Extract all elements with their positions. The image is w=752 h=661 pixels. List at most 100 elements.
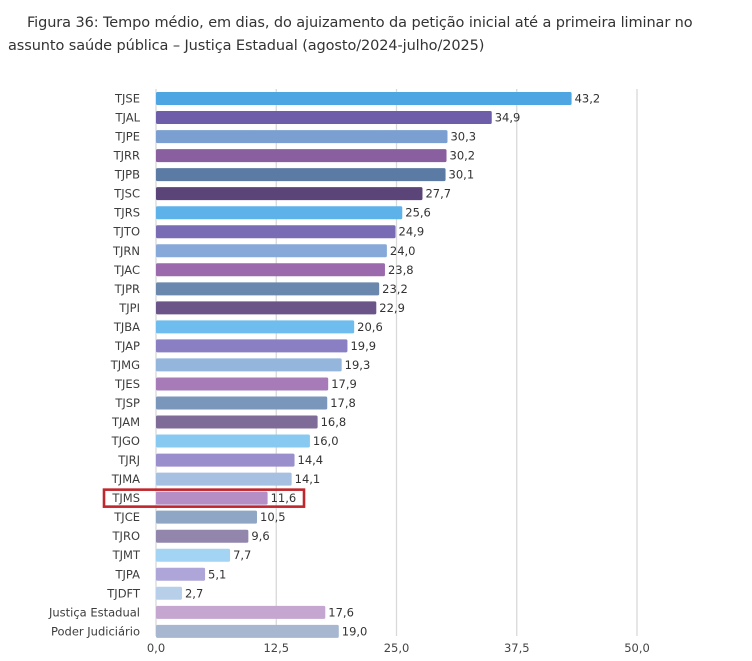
bar-tjce <box>156 510 258 524</box>
value-label: 17,8 <box>330 396 356 410</box>
value-label: 11,6 <box>271 491 297 505</box>
category-label: TJGO <box>111 434 140 448</box>
bar-tjrn <box>156 244 387 258</box>
figure-caption: Figura 36: Tempo médio, em dias, do ajui… <box>8 12 748 58</box>
value-label: 27,7 <box>425 187 451 201</box>
value-label: 24,9 <box>399 225 425 239</box>
value-label: 2,7 <box>185 586 203 600</box>
bar-tjdft <box>156 586 182 600</box>
bars <box>156 92 572 638</box>
value-label: 9,6 <box>251 529 269 543</box>
highlight-layer <box>102 488 306 508</box>
category-label: TJMG <box>110 358 140 372</box>
value-label: 43,2 <box>575 92 601 106</box>
category-label: TJRO <box>112 529 140 543</box>
value-label: 30,2 <box>450 149 476 163</box>
bar-tjam <box>156 415 318 429</box>
category-label: TJPE <box>114 130 140 144</box>
category-label: TJSC <box>113 187 140 201</box>
bar-tjpi <box>156 301 377 315</box>
value-label: 30,3 <box>450 130 476 144</box>
bar-tjsp <box>156 396 328 410</box>
value-label: 17,9 <box>331 377 357 391</box>
caption-line-1: Figura 36: Tempo médio, em dias, do ajui… <box>27 15 693 31</box>
x-tick-label: 50,0 <box>624 641 650 655</box>
bar-poder-judici-rio <box>156 624 339 638</box>
category-label: TJRS <box>113 206 140 220</box>
value-label: 14,1 <box>295 472 321 486</box>
category-label: TJRJ <box>117 453 140 467</box>
bar-tjmg <box>156 358 342 372</box>
bar-tjrj <box>156 453 295 467</box>
category-label: TJES <box>114 377 140 391</box>
category-label: TJTO <box>113 225 141 239</box>
category-label: TJPB <box>114 168 140 182</box>
category-label: TJSP <box>114 396 140 410</box>
bar-tjmt <box>156 548 231 562</box>
value-label: 25,6 <box>405 206 431 220</box>
bar-tjpe <box>156 130 448 144</box>
value-label: 16,0 <box>313 434 339 448</box>
bar-justi-a-estadual <box>156 605 326 619</box>
category-label: TJMA <box>111 472 140 486</box>
bar-tjto <box>156 225 396 239</box>
category-label: TJAL <box>115 111 141 125</box>
bar-tjrs <box>156 206 403 220</box>
category-label: TJAM <box>111 415 140 429</box>
bar-tjro <box>156 529 249 543</box>
caption-line-2: assunto saúde pública – Justiça Estadual… <box>8 38 485 54</box>
value-label: 24,0 <box>390 244 416 258</box>
category-label: TJRR <box>113 149 140 163</box>
value-label: 17,6 <box>328 605 354 619</box>
bar-tjba <box>156 320 355 334</box>
x-tick-label: 12,5 <box>263 641 289 655</box>
x-tick-label: 0,0 <box>147 641 165 655</box>
bar-tjac <box>156 263 385 277</box>
category-label: TJMS <box>111 491 140 505</box>
category-label: Poder Judiciário <box>51 624 140 638</box>
value-label: 16,8 <box>321 415 347 429</box>
bar-tjrr <box>156 149 447 163</box>
bar-tjpb <box>156 168 446 182</box>
value-label: 34,9 <box>495 111 521 125</box>
category-label: TJCE <box>113 510 140 524</box>
x-tick-label: 25,0 <box>384 641 410 655</box>
bar-tjgo <box>156 434 310 448</box>
bar-tjpa <box>156 567 206 581</box>
value-label: 23,8 <box>388 263 414 277</box>
category-label: TJSE <box>114 92 140 106</box>
value-label: 14,4 <box>298 453 324 467</box>
category-label: TJAC <box>113 263 140 277</box>
value-label: 19,0 <box>342 624 368 638</box>
value-label: 19,3 <box>345 358 371 372</box>
value-label: 22,9 <box>379 301 405 315</box>
category-label: TJPA <box>115 567 141 581</box>
bar-tjes <box>156 377 329 391</box>
value-label: 20,6 <box>357 320 383 334</box>
bar-tjma <box>156 472 292 486</box>
category-label: TJPI <box>118 301 140 315</box>
value-label: 30,1 <box>449 168 475 182</box>
bar-tjms <box>156 491 268 505</box>
category-label: TJBA <box>113 320 140 334</box>
category-label: TJRN <box>112 244 140 258</box>
category-label: TJAP <box>114 339 140 353</box>
category-label: Justiça Estadual <box>48 605 140 619</box>
bar-tjap <box>156 339 348 353</box>
category-label: TJDFT <box>106 586 141 600</box>
highlight-box <box>102 488 306 508</box>
x-tick-label: 37,5 <box>504 641 530 655</box>
x-axis-ticks: 0,0 12,5 25,0 37,5 50,0 <box>147 641 650 655</box>
value-labels: 43,2 34,9 30,3 30,2 30,1 27,7 25,6 24,9 24,0 23,8… <box>185 92 600 639</box>
category-label: TJMT <box>112 548 141 562</box>
bar-tjal <box>156 111 492 125</box>
category-labels: TJSE TJAL TJPE TJRR TJPB TJSC TJRS TJTO TJRN TJAC… <box>48 92 141 639</box>
category-label: TJPR <box>114 282 140 296</box>
value-label: 5,1 <box>208 567 226 581</box>
bar-tjsc <box>156 187 423 201</box>
value-label: 7,7 <box>233 548 251 562</box>
bar-tjse <box>156 92 572 106</box>
value-label: 23,2 <box>382 282 408 296</box>
value-label: 19,9 <box>350 339 376 353</box>
